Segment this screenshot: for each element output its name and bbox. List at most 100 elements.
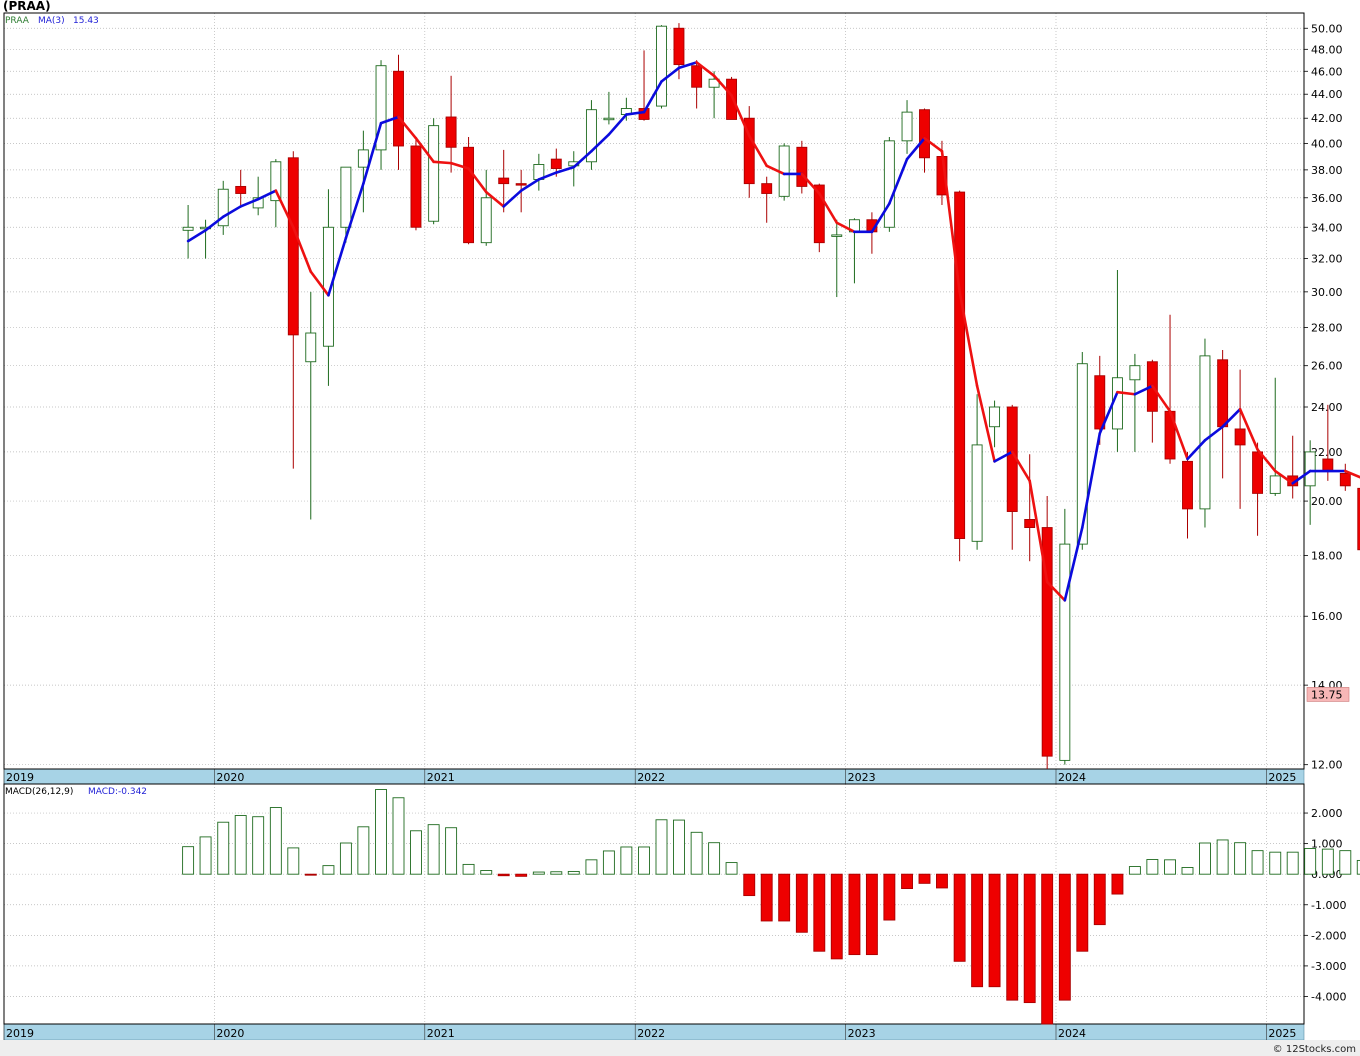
macd-bar-positive — [322, 865, 335, 875]
macd-panel-frame — [3, 783, 1305, 1025]
ma3-segment-rising — [905, 136, 926, 161]
ma3-segment-rising — [537, 171, 558, 181]
candle-down — [410, 145, 422, 228]
ma3-segment-rising — [870, 202, 891, 234]
ma3-segment-rising — [502, 189, 523, 208]
candle-down — [761, 183, 773, 194]
candle-down — [498, 177, 510, 185]
ma3-segment-falling — [1028, 479, 1049, 584]
macd-bar-positive — [1321, 848, 1334, 875]
candle-down — [743, 117, 755, 185]
macd-bar-positive — [199, 836, 212, 875]
year-label: 2025 — [1268, 1027, 1296, 1040]
ma3-segment-falling — [747, 134, 769, 168]
candle-down — [813, 184, 825, 244]
candle-down — [919, 109, 930, 159]
macd-bar-positive — [690, 831, 703, 875]
year-label: 2024 — [1058, 771, 1086, 784]
macd-bar-negative — [848, 873, 861, 956]
price-axis-label: 24.00 — [1311, 401, 1343, 414]
macd-bar-positive — [1251, 850, 1264, 875]
macd-bar-positive — [602, 850, 615, 875]
macd-bar-negative — [883, 873, 896, 921]
ma3-segment-falling — [835, 221, 856, 234]
ma3-segment-rising — [362, 121, 383, 185]
last-price-tag — [1306, 687, 1350, 702]
ma3-segment-falling — [1116, 390, 1137, 396]
candle-down — [954, 191, 966, 539]
price-axis-label: 34.00 — [1311, 221, 1343, 234]
ma3-segment-rising — [677, 61, 698, 70]
candle-up — [1269, 475, 1281, 494]
price-axis-label: 16.00 — [1311, 610, 1343, 623]
macd-bar-positive — [410, 830, 422, 875]
ma3-segment-falling — [397, 115, 418, 140]
ma3-segment-rising — [1133, 384, 1154, 396]
candle-up — [989, 406, 1001, 428]
ma3-segment-rising — [888, 157, 909, 205]
macd-bar-positive — [1234, 842, 1247, 875]
ma3-segment-rising — [239, 197, 260, 208]
macd-bar-positive — [620, 846, 633, 875]
candle-up — [901, 111, 913, 142]
macd-axis-label: 2.000 — [1311, 807, 1343, 820]
candle-up — [428, 125, 440, 222]
ma3-segment-rising — [625, 110, 646, 116]
macd-bar-negative — [1023, 873, 1036, 1004]
ma3-segment-falling — [274, 189, 295, 229]
ma3-segment-rising — [1063, 526, 1084, 602]
price-axis-label: 42.00 — [1311, 112, 1343, 125]
macd-bar-negative — [971, 873, 984, 988]
candle-down — [287, 157, 299, 336]
candle-down — [691, 65, 703, 88]
macd-bar-positive — [480, 870, 493, 875]
macd-legend-value: MACD:-0.342 — [88, 787, 148, 797]
candle-up — [217, 188, 229, 227]
macd-bar-positive — [567, 870, 580, 875]
ma3-segment-rising — [1203, 425, 1224, 442]
candle-down — [1094, 375, 1106, 430]
candle-down — [1357, 487, 1360, 551]
year-label: 2022 — [637, 1027, 665, 1040]
price-axis-label: 18.00 — [1311, 549, 1343, 562]
price-axis-label: 40.00 — [1311, 137, 1343, 150]
chart-title: (PRAA) — [3, 0, 51, 13]
macd-bar-negative — [304, 873, 317, 876]
candle-up — [585, 109, 597, 163]
candle-up — [480, 197, 492, 244]
ma3-segment-falling — [712, 74, 733, 97]
candle-up — [182, 226, 194, 231]
ma3-segment-rising — [607, 113, 628, 136]
macd-bar-negative — [918, 873, 931, 884]
ma3-segment-rising — [1221, 407, 1242, 429]
price-axis-label: 50.00 — [1311, 22, 1343, 35]
ma3-segment-falling — [975, 384, 996, 463]
macd-bar-positive — [217, 821, 230, 875]
candle-down — [796, 146, 808, 187]
ma3-segment-falling — [1273, 469, 1294, 485]
macd-bar-positive — [550, 871, 563, 875]
ma3-segment-falling — [309, 270, 330, 297]
macd-bar-positive — [287, 847, 300, 875]
price-axis-label: 44.00 — [1311, 88, 1343, 101]
candle-up — [1304, 451, 1316, 487]
ma3-segment-falling — [940, 149, 961, 294]
year-label: 2021 — [427, 1027, 455, 1040]
macd-axis-label: 0.000 — [1311, 868, 1343, 881]
macd-bar-positive — [182, 846, 195, 875]
ma-legend-value: 15.43 — [73, 16, 99, 26]
macd-bar-positive — [1181, 867, 1194, 875]
ma3-segment-falling — [730, 94, 751, 138]
candle-up — [1059, 543, 1071, 761]
macd-bar-negative — [988, 873, 1001, 988]
macd-bar-negative — [1111, 873, 1124, 895]
macd-bar-negative — [778, 873, 791, 922]
ma3-segment-falling — [432, 160, 453, 165]
macd-axis-label: -4.000 — [1311, 990, 1346, 1003]
candle-down — [673, 27, 685, 66]
macd-bar-positive — [1304, 848, 1317, 875]
candle-down — [1252, 451, 1264, 494]
ma3-segment-falling — [1256, 448, 1277, 473]
candle-up — [357, 149, 369, 168]
